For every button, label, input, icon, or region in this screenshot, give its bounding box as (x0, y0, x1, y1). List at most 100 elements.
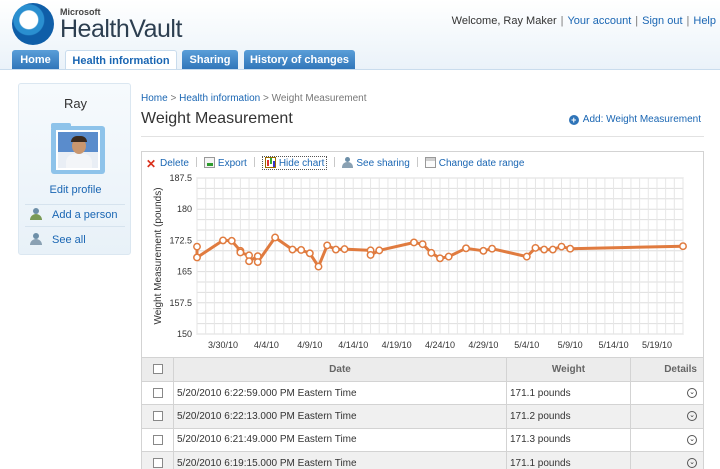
row-date: 5/20/2010 6:21:49.000 PM Eastern Time (173, 427, 507, 452)
data-point (340, 245, 349, 254)
data-point (271, 233, 280, 242)
expand-details-icon[interactable]: ⌄ (687, 388, 697, 398)
row-checkbox[interactable] (152, 457, 163, 468)
tab-underline (0, 69, 720, 73)
expand-details-icon[interactable]: ⌄ (687, 434, 697, 445)
expand-details-icon[interactable]: ⌄ (687, 457, 697, 468)
logo-microsoft-text: Microsoft (60, 7, 101, 17)
table-row[interactable]: 5/20/2010 6:22:13.000 PM Eastern Time 17… (141, 404, 704, 429)
your-account-link[interactable]: Your account (567, 15, 632, 27)
data-point (305, 249, 314, 258)
add-a-person-link[interactable]: Add a person (29, 207, 117, 223)
toolbar: ✕ Delete Export Hide chart See sharing Change… (146, 156, 531, 172)
breadcrumb-health-information[interactable]: Health information (179, 93, 261, 104)
help-link[interactable]: Help (693, 15, 716, 27)
page-title: Weight Measurement (141, 110, 293, 127)
title-divider (141, 136, 704, 137)
data-point (557, 242, 566, 251)
table-header-row: Date Weight Details (141, 357, 704, 382)
y-tick-label: 172.5 (169, 235, 192, 245)
tab-health-information[interactable]: Health information (65, 50, 177, 71)
person-add-icon (29, 208, 43, 220)
data-point (219, 236, 227, 245)
select-all-checkbox-cell[interactable] (141, 357, 174, 382)
data-point (253, 258, 262, 266)
delete-button[interactable]: ✕ Delete (146, 158, 189, 170)
change-date-range-button[interactable]: Change date range (424, 157, 525, 169)
y-tick-label: 150 (177, 329, 192, 339)
data-point (227, 236, 236, 245)
data-point (297, 246, 306, 254)
row-checkbox[interactable] (152, 434, 163, 445)
column-header-weight[interactable]: Weight (506, 357, 631, 382)
x-tick-label: 4/24/10 (425, 340, 455, 350)
data-point (193, 253, 201, 262)
data-point (488, 244, 497, 253)
measurements-table: Date Weight Details 5/20/2010 6:22:59.00… (141, 357, 704, 469)
tab-history-of-changes[interactable]: History of changes (244, 50, 355, 70)
add-a-person-label: Add a person (52, 209, 118, 221)
data-point (436, 254, 444, 263)
data-point (193, 242, 201, 251)
plus-icon: + (568, 115, 579, 125)
y-tick-label: 180 (177, 204, 192, 214)
column-header-date[interactable]: Date (173, 357, 507, 382)
y-axis-label: Weight Measurement (pounds) (153, 187, 164, 324)
healthvault-logo-icon[interactable] (12, 3, 54, 45)
change-date-range-label: Change date range (438, 158, 525, 169)
row-date: 5/20/2010 6:22:13.000 PM Eastern Time (173, 404, 507, 429)
profile-panel: Ray Edit profile Add a person See all (18, 83, 131, 255)
sharing-icon (342, 157, 354, 168)
x-tick-label: 5/4/10 (514, 340, 539, 350)
logo-healthvault-text[interactable]: HealthVault (60, 15, 182, 43)
row-date: 5/20/2010 6:19:15.000 PM Eastern Time (173, 450, 507, 469)
data-point (331, 245, 340, 254)
x-tick-label: 4/29/10 (468, 340, 498, 350)
table-row[interactable]: 5/20/2010 6:19:15.000 PM Eastern Time 17… (141, 450, 704, 469)
x-tick-label: 4/19/10 (382, 340, 412, 350)
row-date: 5/20/2010 6:22:59.000 PM Eastern Time (173, 380, 507, 406)
data-point (548, 245, 557, 254)
y-tick-label: 165 (177, 267, 192, 277)
table-row[interactable]: 5/20/2010 6:21:49.000 PM Eastern Time 17… (141, 427, 704, 452)
see-sharing-button[interactable]: See sharing (342, 157, 410, 169)
data-point (531, 243, 540, 252)
row-checkbox[interactable] (152, 411, 163, 422)
expand-details-icon[interactable]: ⌄ (687, 411, 697, 422)
data-point (245, 257, 254, 266)
select-all-checkbox[interactable] (152, 364, 163, 375)
profile-name: Ray (63, 96, 88, 111)
table-row[interactable]: 5/20/2010 6:22:59.000 PM Eastern Time 17… (141, 380, 704, 406)
divider (25, 204, 125, 205)
add-weight-measurement-label: Add: Weight Measurement (582, 114, 701, 125)
export-button[interactable]: Export (203, 157, 247, 169)
weight-chart: 150 157.5 165 172.5 180 187.5 3/30/10 4/4/10 4/9… (153, 173, 687, 350)
see-sharing-label: See sharing (356, 158, 410, 169)
data-point (427, 248, 436, 257)
x-tick-label: 4/9/10 (297, 340, 322, 350)
data-point (540, 245, 549, 254)
data-point (566, 244, 575, 253)
edit-profile-link[interactable]: Edit profile (49, 184, 102, 196)
breadcrumb-home[interactable]: Home (141, 93, 168, 104)
add-weight-measurement-link[interactable]: + Add: Weight Measurement (568, 114, 701, 125)
x-tick-label: 5/19/10 (642, 340, 672, 350)
data-point (314, 262, 323, 271)
x-tick-label: 3/30/10 (208, 340, 238, 350)
hide-chart-button[interactable]: Hide chart (261, 156, 328, 170)
chart-icon (264, 157, 276, 168)
y-tick-label: 187.5 (169, 173, 192, 183)
avatar[interactable] (56, 130, 100, 170)
see-all-label: See all (52, 234, 86, 246)
see-all-link[interactable]: See all (29, 232, 86, 248)
folder-tab (51, 123, 71, 128)
data-point (366, 251, 375, 259)
sign-out-link[interactable]: Sign out (642, 15, 683, 27)
tab-sharing[interactable]: Sharing (182, 50, 238, 70)
y-tick-label: 157.5 (169, 298, 192, 308)
column-header-details: Details (630, 357, 704, 382)
data-point (462, 244, 470, 253)
tab-home[interactable]: Home (12, 50, 59, 70)
data-point (410, 238, 418, 247)
row-checkbox[interactable] (152, 388, 163, 398)
